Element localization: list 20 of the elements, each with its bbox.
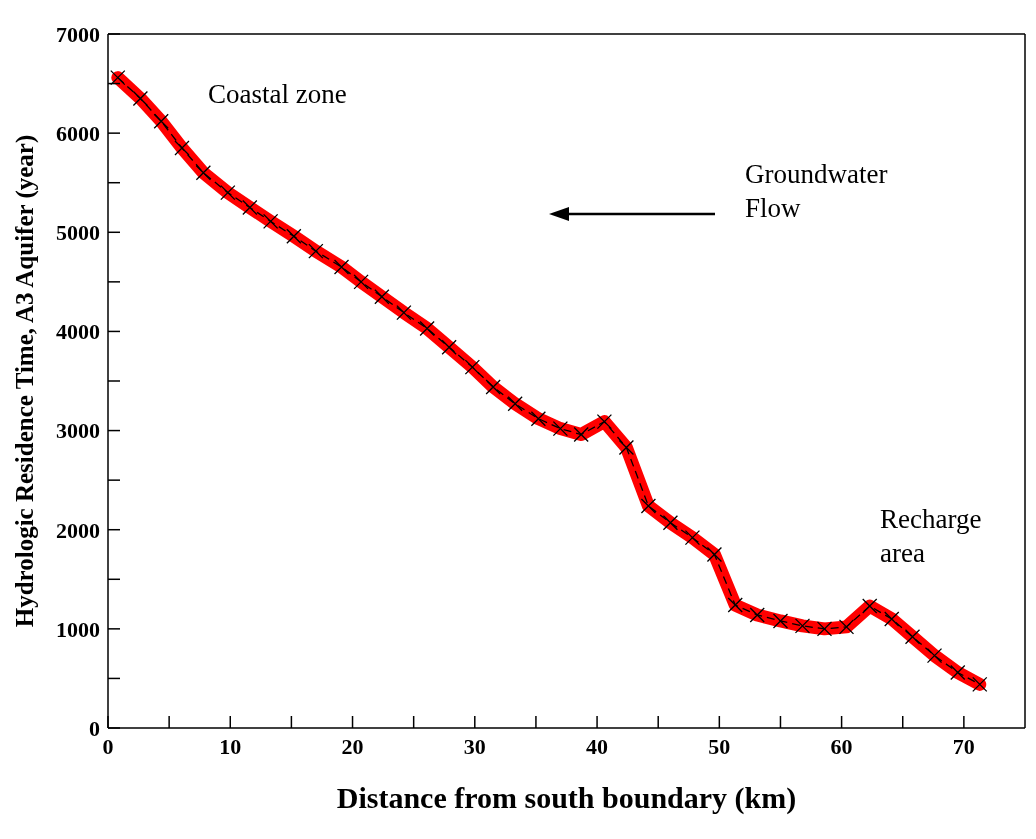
x-tick-label: 20 <box>341 733 364 759</box>
x-tick-label: 50 <box>708 733 731 759</box>
y-tick-label: 5000 <box>56 220 100 246</box>
annotation: Recharge area <box>880 504 982 568</box>
y-tick-label: 1000 <box>56 616 100 642</box>
y-tick-label: 2000 <box>56 517 100 543</box>
x-axis-title: Distance from south boundary (km) <box>336 781 797 815</box>
x-tick-label: 40 <box>586 733 609 759</box>
y-tick-label: 6000 <box>56 120 100 146</box>
annotation: Coastal zone <box>208 79 347 109</box>
y-tick-label: 7000 <box>56 21 100 47</box>
x-tick-label: 70 <box>952 733 975 759</box>
y-axis-title: Hydrologic Residence Time, A3 Aquifer (year) <box>10 134 39 628</box>
x-tick-label: 10 <box>219 733 242 759</box>
x-tick-label: 60 <box>830 733 853 759</box>
y-tick-label: 0 <box>89 715 100 741</box>
x-tick-label: 30 <box>463 733 486 759</box>
annotation: Groundwater Flow <box>745 159 888 223</box>
y-tick-label: 4000 <box>56 319 100 345</box>
y-tick-label: 3000 <box>56 418 100 444</box>
